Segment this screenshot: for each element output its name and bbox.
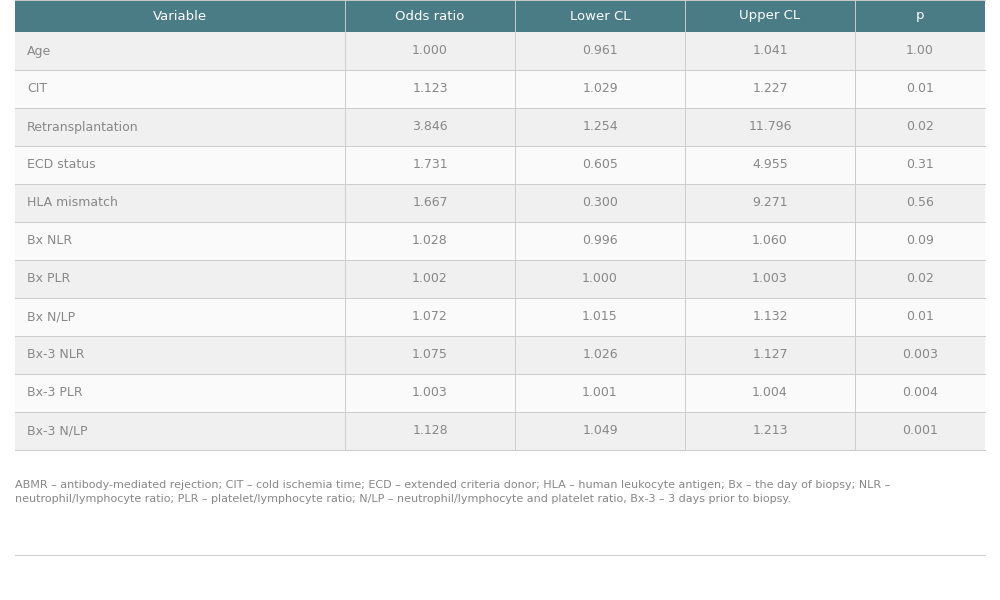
Text: 1.127: 1.127 bbox=[752, 349, 788, 361]
Text: 1.002: 1.002 bbox=[412, 272, 448, 286]
Text: 1.004: 1.004 bbox=[752, 386, 788, 400]
Text: 0.02: 0.02 bbox=[906, 272, 934, 286]
Text: 0.004: 0.004 bbox=[902, 386, 938, 400]
Text: 1.060: 1.060 bbox=[752, 235, 788, 247]
Text: 1.227: 1.227 bbox=[752, 82, 788, 95]
Text: Bx-3 PLR: Bx-3 PLR bbox=[27, 386, 83, 400]
Text: 1.254: 1.254 bbox=[582, 121, 618, 133]
Text: Variable: Variable bbox=[153, 10, 207, 22]
Text: 1.132: 1.132 bbox=[752, 311, 788, 323]
Text: 1.213: 1.213 bbox=[752, 425, 788, 437]
Text: CIT: CIT bbox=[27, 82, 47, 95]
Text: 1.049: 1.049 bbox=[582, 425, 618, 437]
Text: 1.026: 1.026 bbox=[582, 349, 618, 361]
Text: Bx PLR: Bx PLR bbox=[27, 272, 70, 286]
Text: HLA mismatch: HLA mismatch bbox=[27, 196, 118, 209]
Text: 1.075: 1.075 bbox=[412, 349, 448, 361]
Text: 1.667: 1.667 bbox=[412, 196, 448, 209]
Text: 1.000: 1.000 bbox=[582, 272, 618, 286]
Text: Bx NLR: Bx NLR bbox=[27, 235, 72, 247]
Text: Bx-3 NLR: Bx-3 NLR bbox=[27, 349, 84, 361]
Text: ABMR – antibody-mediated rejection; CIT – cold ischemia time; ECD – extended cri: ABMR – antibody-mediated rejection; CIT … bbox=[15, 480, 890, 490]
Text: ECD status: ECD status bbox=[27, 158, 96, 172]
Text: 0.01: 0.01 bbox=[906, 311, 934, 323]
Text: 0.09: 0.09 bbox=[906, 235, 934, 247]
Text: 0.605: 0.605 bbox=[582, 158, 618, 172]
Text: 4.955: 4.955 bbox=[752, 158, 788, 172]
Text: 0.003: 0.003 bbox=[902, 349, 938, 361]
Text: Retransplantation: Retransplantation bbox=[27, 121, 139, 133]
Text: 1.123: 1.123 bbox=[412, 82, 448, 95]
Text: Bx N/LP: Bx N/LP bbox=[27, 311, 75, 323]
Text: 0.01: 0.01 bbox=[906, 82, 934, 95]
Text: 0.996: 0.996 bbox=[582, 235, 618, 247]
Text: 11.796: 11.796 bbox=[748, 121, 792, 133]
Text: 1.000: 1.000 bbox=[412, 44, 448, 58]
Text: 1.731: 1.731 bbox=[412, 158, 448, 172]
Text: 1.072: 1.072 bbox=[412, 311, 448, 323]
Text: 0.961: 0.961 bbox=[582, 44, 618, 58]
Text: 1.028: 1.028 bbox=[412, 235, 448, 247]
Text: 1.128: 1.128 bbox=[412, 425, 448, 437]
Text: 1.001: 1.001 bbox=[582, 386, 618, 400]
Text: 0.001: 0.001 bbox=[902, 425, 938, 437]
Text: 0.02: 0.02 bbox=[906, 121, 934, 133]
Text: 1.00: 1.00 bbox=[906, 44, 934, 58]
Text: Bx-3 N/LP: Bx-3 N/LP bbox=[27, 425, 88, 437]
Text: 1.041: 1.041 bbox=[752, 44, 788, 58]
Text: p: p bbox=[916, 10, 924, 22]
Text: 0.56: 0.56 bbox=[906, 196, 934, 209]
Text: neutrophil/lymphocyte ratio; PLR – platelet/lymphocyte ratio; N/LP – neutrophil/: neutrophil/lymphocyte ratio; PLR – plate… bbox=[15, 494, 791, 504]
Text: 0.31: 0.31 bbox=[906, 158, 934, 172]
Text: 1.015: 1.015 bbox=[582, 311, 618, 323]
Text: 1.029: 1.029 bbox=[582, 82, 618, 95]
Text: 9.271: 9.271 bbox=[752, 196, 788, 209]
Text: 3.846: 3.846 bbox=[412, 121, 448, 133]
Text: Odds ratio: Odds ratio bbox=[395, 10, 465, 22]
Text: Upper CL: Upper CL bbox=[739, 10, 801, 22]
Text: Lower CL: Lower CL bbox=[570, 10, 630, 22]
Text: 1.003: 1.003 bbox=[412, 386, 448, 400]
Text: Age: Age bbox=[27, 44, 51, 58]
Text: 0.300: 0.300 bbox=[582, 196, 618, 209]
Text: 1.003: 1.003 bbox=[752, 272, 788, 286]
